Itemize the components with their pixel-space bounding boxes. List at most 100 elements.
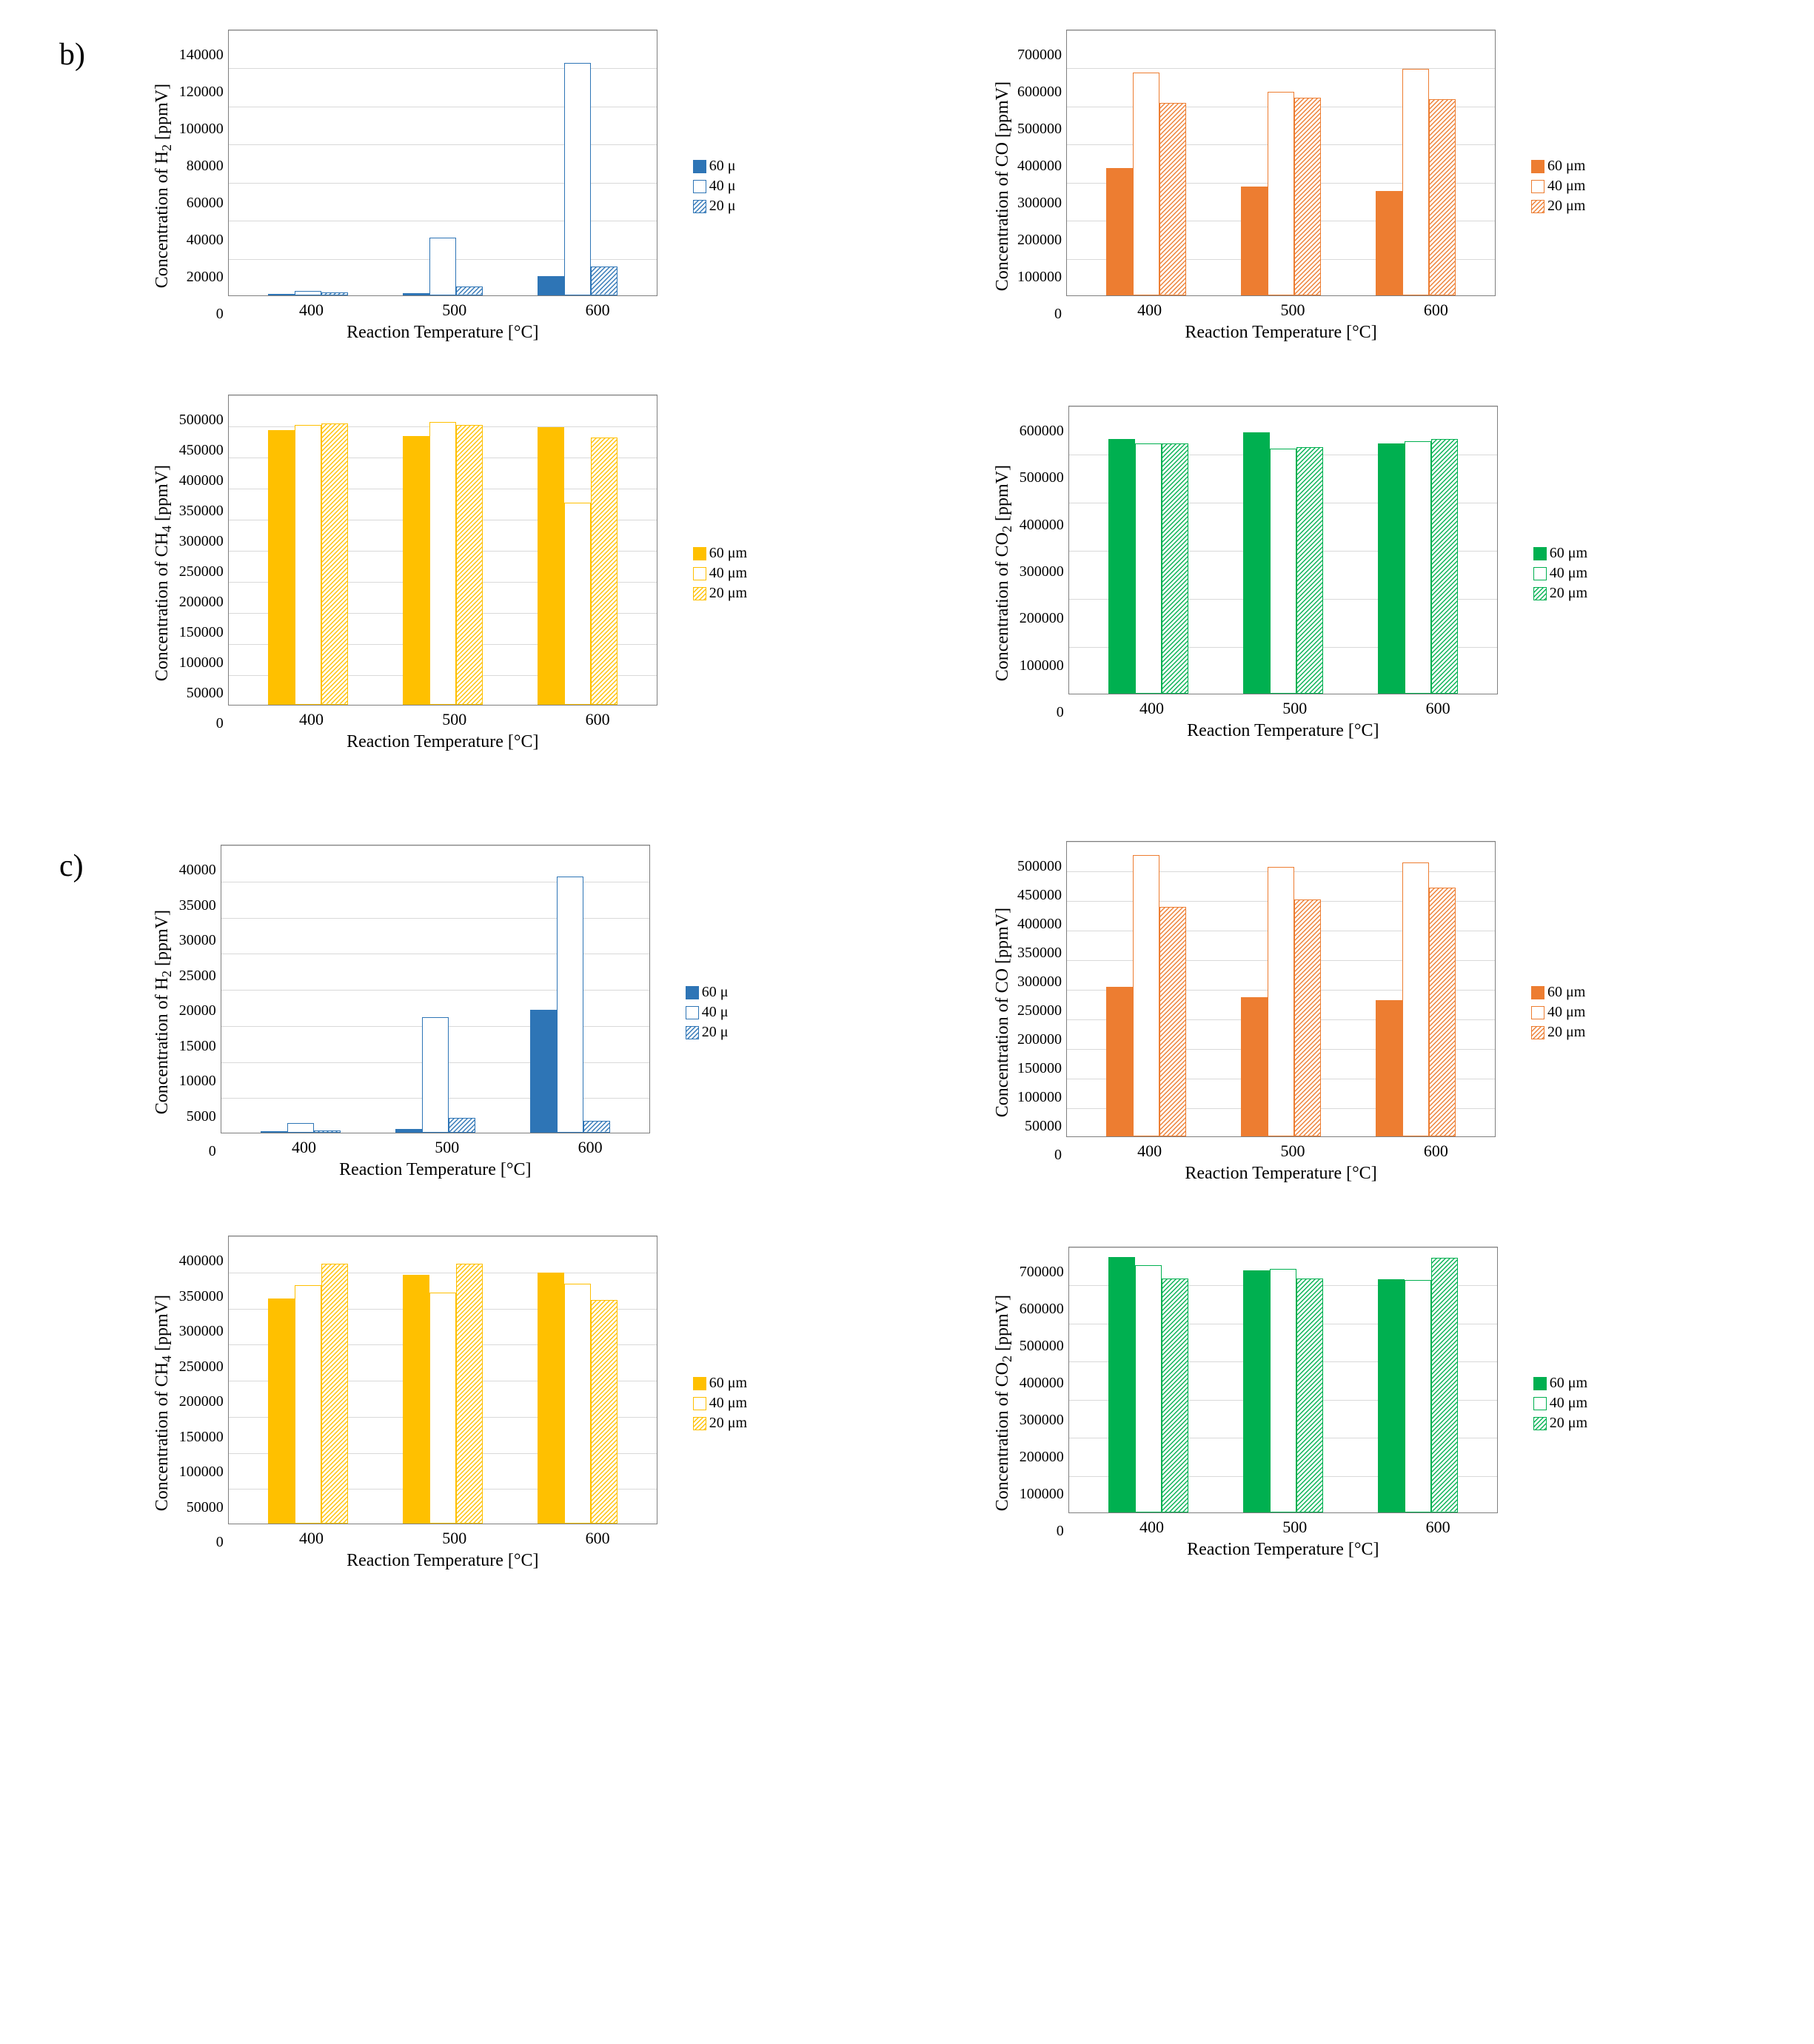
- xticks: 400500600: [228, 706, 681, 729]
- ytick: 300000: [1020, 1413, 1064, 1427]
- legend-item: 60 μm: [1533, 1375, 1587, 1392]
- legend-item: 60 μm: [1531, 984, 1585, 1001]
- ytick: 150000: [179, 625, 224, 640]
- bar: [1378, 1279, 1405, 1512]
- section-label: c): [15, 841, 148, 884]
- legend-item: 40 μm: [1531, 178, 1585, 195]
- xtick: 600: [1424, 1142, 1448, 1161]
- bar-group: [1241, 92, 1321, 295]
- bar: [1431, 1258, 1458, 1512]
- bar: [429, 1293, 456, 1524]
- ytick: 15000: [179, 1039, 216, 1053]
- chart-b-co2: Concentration of CO2 [ppmV] 600000500000…: [988, 395, 1799, 752]
- plot-area: [1066, 30, 1496, 296]
- xlabel: Reaction Temperature [°C]: [1068, 721, 1498, 741]
- section-label: b): [15, 30, 148, 73]
- ytick: 350000: [179, 1289, 224, 1304]
- xtick: 600: [586, 1529, 610, 1548]
- plot-area: [228, 395, 657, 706]
- legend-swatch: [1531, 1006, 1544, 1019]
- xticks: 400500600: [1068, 694, 1522, 718]
- xtick: 400: [1139, 1518, 1164, 1537]
- bar: [1106, 168, 1133, 295]
- legend: 60 μm40 μm20 μm: [693, 542, 747, 605]
- bar: [403, 1275, 429, 1524]
- bar-group: [1108, 439, 1188, 694]
- ytick: 200000: [179, 1394, 224, 1409]
- legend-item: 40 μ: [686, 1004, 729, 1021]
- bar: [1241, 997, 1268, 1136]
- ytick: 400000: [1017, 158, 1062, 173]
- xtick: 600: [578, 1138, 603, 1157]
- ytick: 120000: [179, 84, 224, 99]
- xtick: 500: [442, 1529, 466, 1548]
- legend-swatch: [693, 567, 706, 580]
- legend-label: 60 μ: [702, 984, 729, 1001]
- bar: [456, 425, 483, 705]
- ylabel: Concentration of CO [ppmV]: [988, 81, 1017, 291]
- xtick: 600: [1426, 1518, 1450, 1537]
- ytick: 0: [216, 716, 224, 731]
- legend-item: 20 μm: [1533, 1415, 1587, 1432]
- legend-swatch: [1533, 1417, 1547, 1430]
- ytick: 350000: [1017, 945, 1062, 960]
- ytick: 20000: [187, 269, 224, 284]
- bar: [295, 425, 321, 705]
- bar: [429, 238, 456, 295]
- ytick: 450000: [179, 443, 224, 458]
- xlabel: Reaction Temperature [°C]: [1068, 1540, 1498, 1560]
- bar-group: [403, 238, 483, 295]
- xtick: 500: [442, 301, 466, 320]
- xtick: 600: [1424, 301, 1448, 320]
- ytick: 200000: [179, 594, 224, 609]
- bar: [1294, 899, 1321, 1136]
- yticks: 6000005000004000003000002000001000000: [1020, 423, 1068, 720]
- chart-c-co2: Concentration of CO2 [ppmV] 700000600000…: [988, 1236, 1799, 1571]
- legend-item: 20 μm: [1531, 198, 1585, 215]
- bar: [287, 1123, 314, 1133]
- ytick: 350000: [179, 503, 224, 518]
- ytick: 700000: [1020, 1264, 1064, 1279]
- chart-b-ch4: Concentration of CH4 [ppmV] 500000450000…: [148, 395, 959, 752]
- ytick: 40000: [179, 862, 216, 877]
- ytick: 500000: [1017, 121, 1062, 136]
- section: c) Concentration of H2 [ppmV] 4000035000…: [15, 841, 1799, 1571]
- plot-area: [1068, 406, 1498, 694]
- bar: [1159, 103, 1186, 295]
- yticks: 4000035000300002500020000150001000050000: [179, 862, 221, 1159]
- bar-group: [268, 1264, 348, 1524]
- bar: [538, 1273, 564, 1524]
- bar: [314, 1130, 341, 1133]
- bar: [564, 63, 591, 295]
- legend-swatch: [1531, 180, 1544, 193]
- ytick: 300000: [179, 1324, 224, 1338]
- legend-label: 20 μm: [709, 585, 747, 602]
- bar-group: [1106, 73, 1186, 295]
- ytick: 100000: [1020, 1487, 1064, 1501]
- bar: [1405, 1280, 1431, 1512]
- bar: [1429, 888, 1456, 1136]
- legend-label: 60 μm: [1550, 1375, 1587, 1392]
- legend-item: 40 μm: [1533, 565, 1587, 582]
- yticks: 4000003500003000002500002000001500001000…: [179, 1253, 228, 1549]
- legend-swatch: [1531, 200, 1544, 213]
- bar: [403, 293, 429, 295]
- bar: [1135, 1265, 1162, 1512]
- legend-item: 20 μm: [693, 1415, 747, 1432]
- legend-label: 20 μm: [1547, 198, 1585, 215]
- ytick: 150000: [1017, 1061, 1062, 1076]
- ytick: 500000: [179, 412, 224, 427]
- charts-grid: Concentration of H2 [ppmV] 1400001200001…: [148, 30, 1799, 752]
- bar: [321, 292, 348, 295]
- legend-swatch: [693, 180, 706, 193]
- legend-label: 40 μm: [1547, 178, 1585, 195]
- legend-label: 20 μ: [709, 198, 736, 215]
- legend-item: 60 μm: [693, 1375, 747, 1392]
- chart-c-h2: Concentration of H2 [ppmV] 4000035000300…: [148, 841, 959, 1184]
- legend-swatch: [693, 547, 706, 560]
- xlabel: Reaction Temperature [°C]: [221, 1160, 650, 1180]
- legend: 60 μ40 μ20 μ: [686, 981, 729, 1044]
- xlabel: Reaction Temperature [°C]: [1066, 323, 1496, 343]
- legend: 60 μm40 μm20 μm: [1531, 155, 1585, 218]
- legend-swatch: [1533, 547, 1547, 560]
